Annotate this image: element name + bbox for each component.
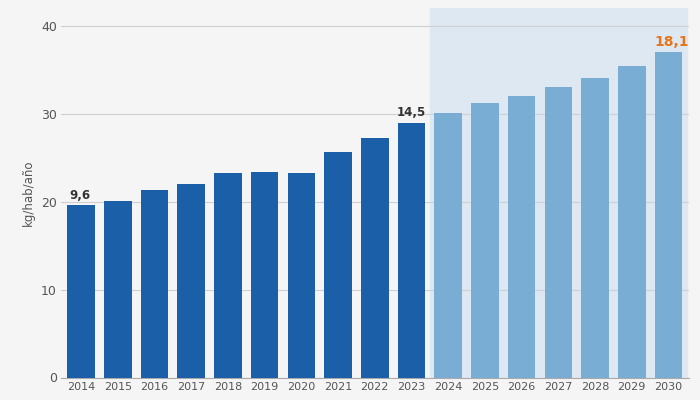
Bar: [435, 113, 462, 378]
Bar: [471, 103, 498, 378]
Bar: [178, 184, 205, 378]
Bar: [581, 78, 609, 378]
Bar: [288, 173, 315, 378]
Bar: [508, 96, 536, 378]
Text: 9,6: 9,6: [69, 189, 90, 202]
Bar: [654, 52, 682, 378]
Bar: [104, 201, 132, 378]
Bar: [67, 205, 95, 378]
Bar: [430, 8, 687, 378]
Y-axis label: kg/hab/año: kg/hab/año: [22, 160, 35, 226]
Bar: [361, 138, 388, 378]
Bar: [214, 173, 241, 378]
Bar: [398, 122, 426, 378]
Text: 18,1: 18,1: [655, 35, 690, 49]
Bar: [545, 88, 572, 378]
Bar: [251, 172, 279, 378]
Text: 14,5: 14,5: [397, 106, 426, 119]
Bar: [141, 190, 168, 378]
Bar: [618, 66, 645, 378]
Bar: [324, 152, 352, 378]
